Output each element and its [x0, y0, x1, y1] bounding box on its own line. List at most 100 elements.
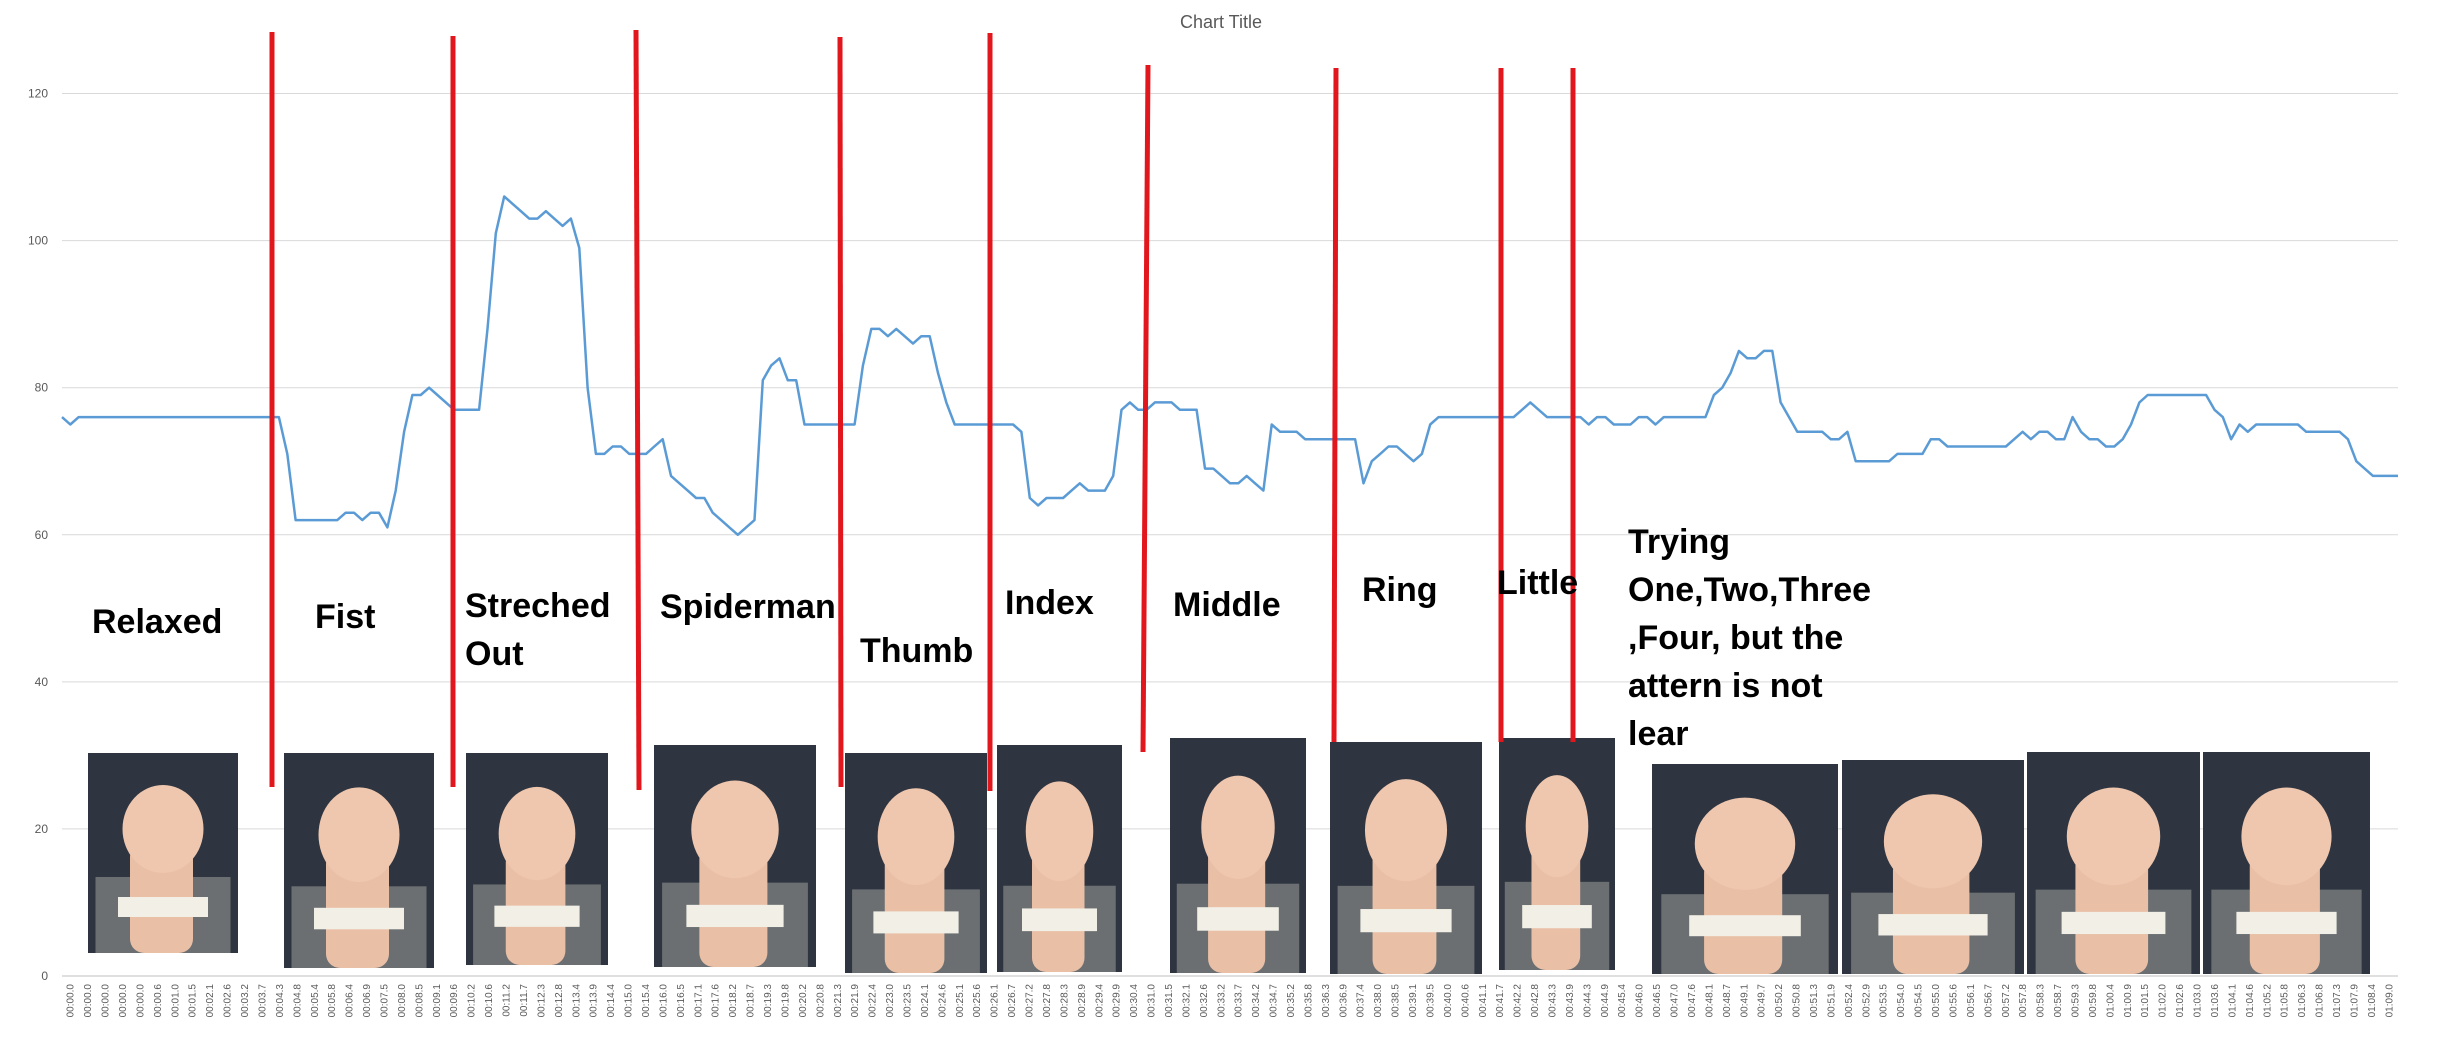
x-tick-label: 00:57.8 [2018, 984, 2029, 1018]
photo-hand [691, 781, 778, 879]
gesture-photo [466, 753, 608, 965]
x-tick-label: 00:37.4 [1356, 984, 1367, 1018]
x-tick-label: 00:55.6 [1948, 984, 1959, 1018]
x-tick-label: 01:04.1 [2227, 984, 2238, 1018]
x-tick-label: 00:09.6 [449, 984, 460, 1018]
x-tick-label: 00:21.9 [850, 984, 861, 1018]
x-tick-label: 01:04.6 [2245, 984, 2256, 1018]
gesture-photo [2027, 752, 2200, 974]
gesture-label-spiderman: Spiderman [660, 588, 836, 626]
x-tick-label: 00:43.3 [1548, 984, 1559, 1018]
x-tick-label: 00:26.7 [1007, 984, 1018, 1018]
x-tick-label: 00:20.8 [815, 984, 826, 1018]
x-tick-label: 00:04.3 [275, 984, 286, 1018]
x-tick-label: 00:00.0 [135, 984, 146, 1018]
photo-hand [1026, 781, 1094, 881]
x-tick-label: 00:00.0 [83, 984, 94, 1018]
x-tick-label: 00:09.1 [432, 984, 443, 1018]
x-tick-label: 00:42.2 [1513, 984, 1524, 1018]
x-tick-label: 00:49.1 [1739, 984, 1750, 1018]
photo-hand [499, 787, 576, 880]
x-tick-label: 00:24.6 [937, 984, 948, 1018]
photo-hand [1526, 775, 1589, 877]
x-tick-label: 00:55.0 [1931, 984, 1942, 1018]
x-tick-label: 00:45.4 [1617, 984, 1628, 1018]
x-tick-label: 00:00.6 [153, 984, 164, 1018]
x-tick-label: 00:12.3 [536, 984, 547, 1018]
chart-title: Chart Title [1180, 12, 1262, 32]
photo-band [1522, 905, 1592, 928]
x-tick-label: 01:05.8 [2280, 984, 2291, 1018]
x-tick-label: 00:47.0 [1670, 984, 1681, 1018]
x-tick-label: 00:52.9 [1861, 984, 1872, 1018]
y-tick-label: 80 [35, 381, 49, 395]
x-tick-label: 00:43.9 [1565, 984, 1576, 1018]
x-tick-label: 00:31.0 [1147, 984, 1158, 1018]
photo-hand [1695, 798, 1795, 890]
x-tick-label: 00:35.2 [1286, 984, 1297, 1018]
x-tick-label: 00:38.5 [1391, 984, 1402, 1018]
x-tick-label: 00:34.2 [1251, 984, 1262, 1018]
gesture-divider [840, 37, 841, 787]
gesture-photo [1652, 764, 1838, 974]
photo-band [686, 905, 783, 927]
y-tick-label: 60 [35, 528, 49, 542]
x-tick-label: 00:39.1 [1408, 984, 1419, 1018]
x-tick-label: 00:15.0 [624, 984, 635, 1018]
x-tick-label: 00:01.5 [188, 984, 199, 1018]
x-tick-label: 00:40.0 [1443, 984, 1454, 1018]
photo-hand [319, 787, 400, 882]
x-tick-label: 00:17.1 [693, 984, 704, 1018]
x-tick-label: 00:11.2 [502, 984, 513, 1017]
x-tick-label: 00:49.7 [1757, 984, 1768, 1018]
gesture-label-ring: Ring [1362, 571, 1438, 609]
x-tick-label: 01:02.0 [2158, 984, 2169, 1018]
gesture-photo [284, 753, 434, 968]
x-tick-label: 00:00.0 [118, 984, 129, 1018]
x-tick-label: 00:44.3 [1582, 984, 1593, 1018]
gesture-divider [1334, 68, 1336, 742]
x-tick-label: 00:11.7 [519, 984, 530, 1017]
x-tick-label: 00:13.9 [589, 984, 600, 1018]
x-tick-label: 00:23.0 [885, 984, 896, 1018]
x-tick-label: 00:20.2 [798, 984, 809, 1018]
x-tick-label: 00:41.7 [1495, 984, 1506, 1018]
x-tick-label: 00:02.1 [205, 984, 216, 1018]
x-tick-label: 00:16.0 [658, 984, 669, 1018]
x-tick-label: 00:56.7 [1983, 984, 1994, 1018]
photo-band [2062, 912, 2166, 934]
x-tick-label: 00:40.6 [1460, 984, 1471, 1018]
x-tick-label: 01:07.3 [2332, 984, 2343, 1018]
x-tick-label: 00:06.9 [362, 984, 373, 1018]
x-tick-label: 00:54.5 [1914, 984, 1925, 1018]
gesture-label-middle: Middle [1173, 586, 1281, 624]
photo-hand [2067, 788, 2160, 886]
photo-band [1197, 907, 1279, 931]
x-tick-label: 00:27.8 [1042, 984, 1053, 1018]
x-tick-label: 00:36.3 [1321, 984, 1332, 1018]
y-tick-label: 40 [35, 675, 49, 689]
x-tick-label: 00:51.9 [1826, 984, 1837, 1018]
gesture-label-line: Trying [1628, 523, 1730, 561]
photo-band [1878, 914, 1987, 935]
x-tick-label: 00:42.8 [1530, 984, 1541, 1018]
x-tick-label: 01:03.0 [2193, 984, 2204, 1018]
x-tick-label: 00:53.5 [1879, 984, 1890, 1018]
x-tick-label: 00:51.3 [1809, 984, 1820, 1018]
photo-band [494, 906, 579, 927]
x-tick-label: 00:03.2 [240, 984, 251, 1018]
gesture-label-little: Little [1497, 564, 1578, 602]
x-tick-label: 00:26.1 [990, 984, 1001, 1018]
x-tick-label: 00:04.8 [292, 984, 303, 1018]
y-tick-label: 120 [28, 87, 48, 101]
gesture-photo [1170, 738, 1306, 973]
x-tick-label: 00:32.6 [1199, 984, 1210, 1018]
x-tick-label: 00:38.0 [1373, 984, 1384, 1018]
y-tick-label: 0 [41, 969, 48, 983]
x-tick-label: 00:58.3 [2036, 984, 2047, 1018]
photo-band [118, 897, 208, 917]
x-tick-label: 00:31.5 [1164, 984, 1175, 1018]
x-tick-label: 01:00.9 [2123, 984, 2134, 1018]
gesture-label-line: One,Two,Three [1628, 571, 1871, 609]
